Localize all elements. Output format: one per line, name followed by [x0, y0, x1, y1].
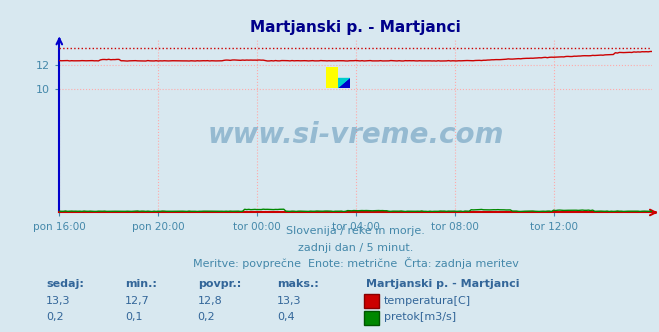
Text: www.si-vreme.com: www.si-vreme.com [208, 121, 504, 149]
Text: Martjanski p. - Martjanci: Martjanski p. - Martjanci [366, 279, 519, 289]
FancyBboxPatch shape [338, 78, 350, 88]
Text: Meritve: povprečne  Enote: metrične  Črta: zadnja meritev: Meritve: povprečne Enote: metrične Črta:… [193, 257, 519, 269]
Text: 0,4: 0,4 [277, 312, 295, 322]
Text: povpr.:: povpr.: [198, 279, 241, 289]
Polygon shape [338, 78, 350, 88]
Polygon shape [338, 78, 350, 88]
Text: 12,7: 12,7 [125, 296, 150, 306]
Title: Martjanski p. - Martjanci: Martjanski p. - Martjanci [250, 20, 461, 35]
Text: 0,2: 0,2 [46, 312, 64, 322]
Text: 13,3: 13,3 [277, 296, 301, 306]
Text: 13,3: 13,3 [46, 296, 71, 306]
FancyBboxPatch shape [326, 67, 338, 88]
Text: pretok[m3/s]: pretok[m3/s] [384, 312, 455, 322]
Text: maks.:: maks.: [277, 279, 318, 289]
Text: zadnji dan / 5 minut.: zadnji dan / 5 minut. [298, 243, 414, 253]
Text: temperatura[C]: temperatura[C] [384, 296, 471, 306]
Text: Slovenija / reke in morje.: Slovenija / reke in morje. [287, 226, 425, 236]
Text: 0,2: 0,2 [198, 312, 215, 322]
Text: 0,1: 0,1 [125, 312, 143, 322]
Text: 12,8: 12,8 [198, 296, 223, 306]
Text: sedaj:: sedaj: [46, 279, 84, 289]
Text: min.:: min.: [125, 279, 157, 289]
